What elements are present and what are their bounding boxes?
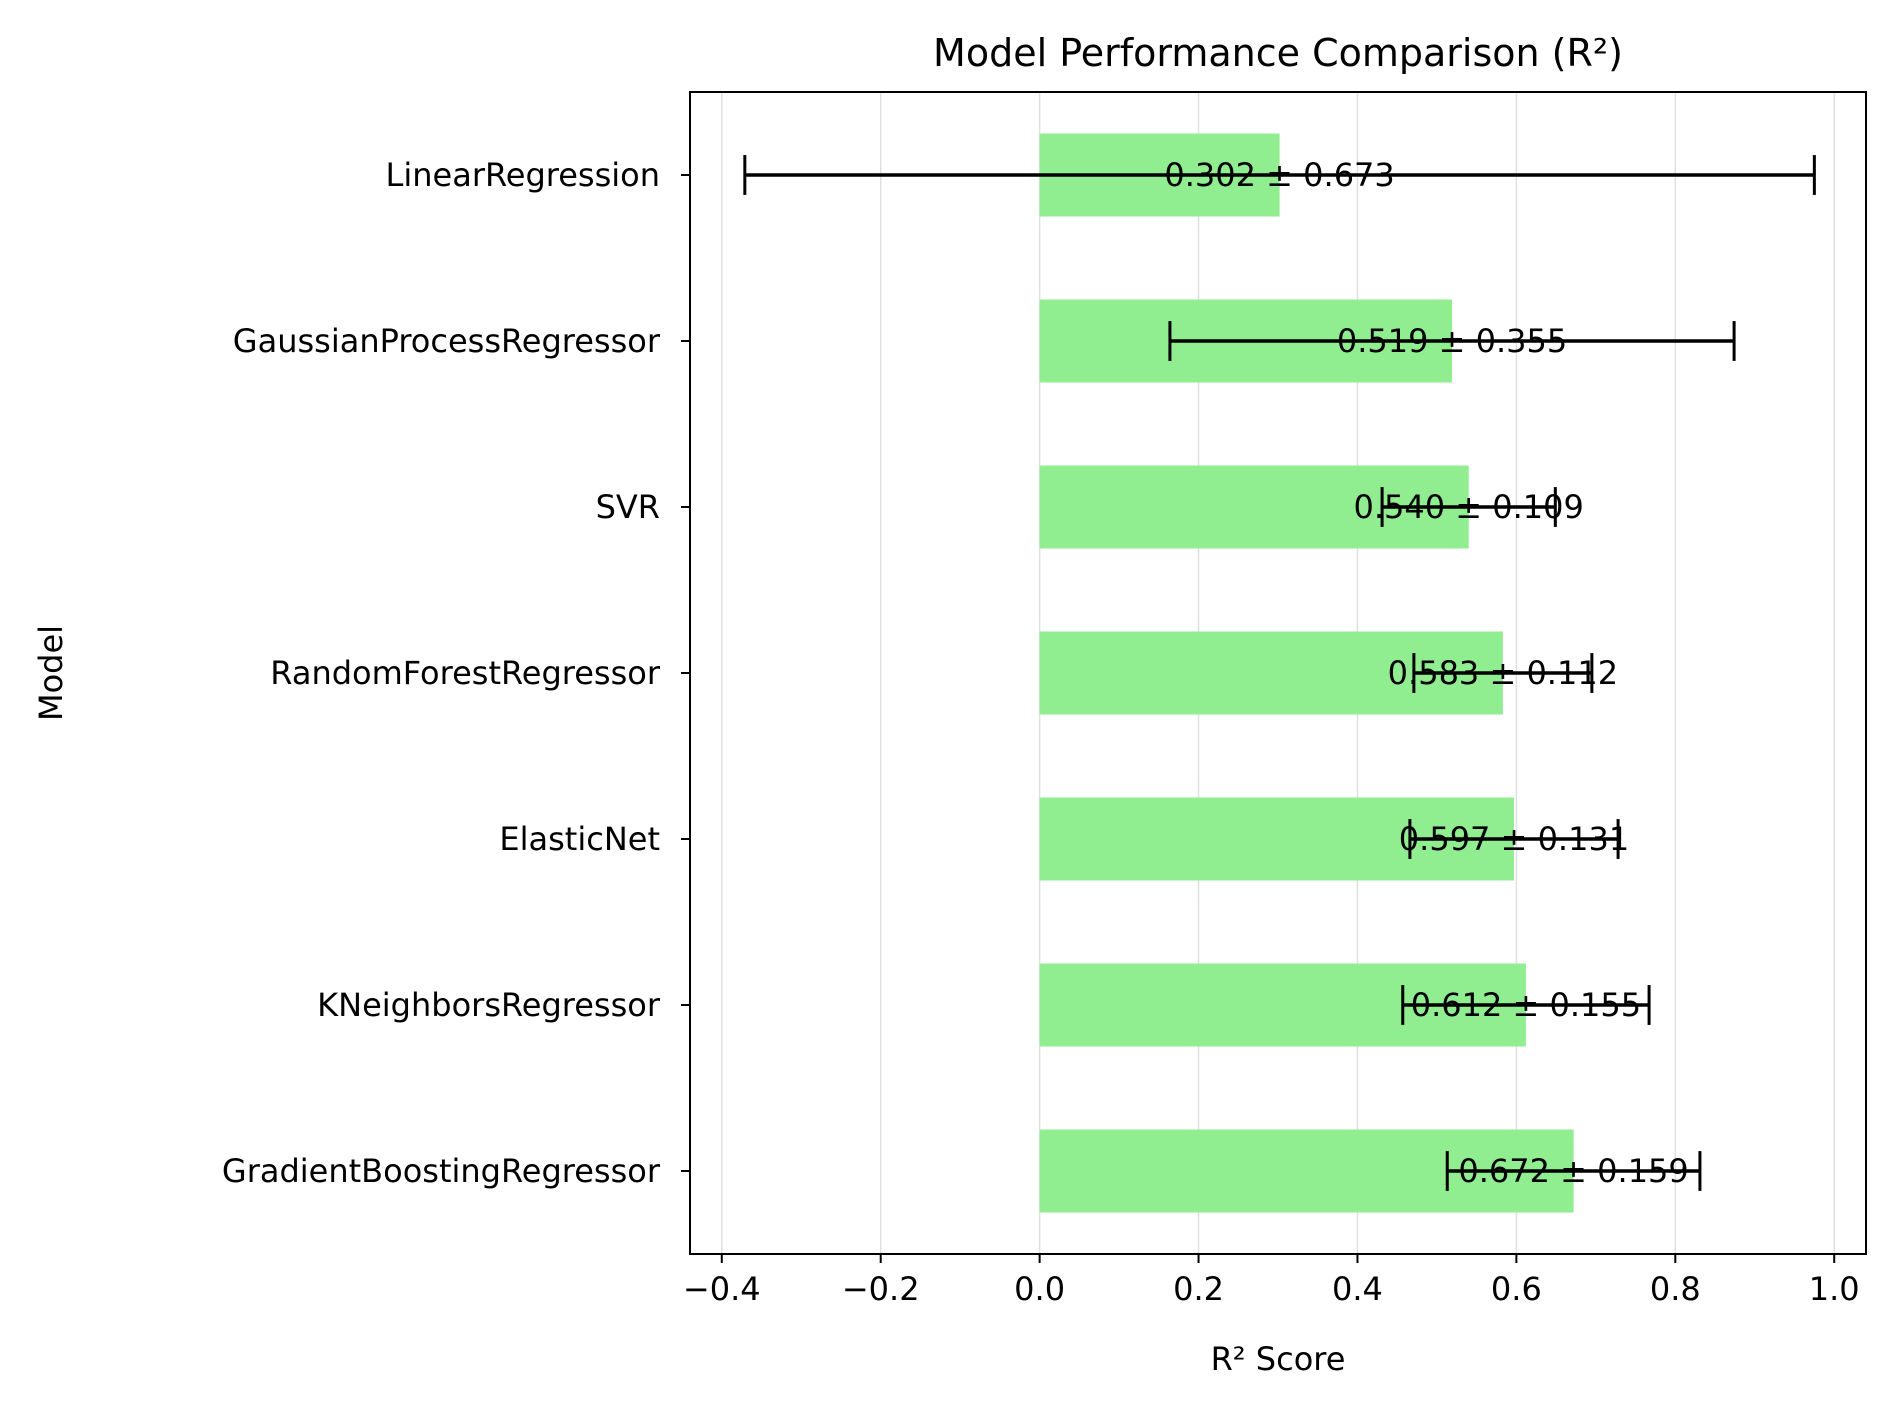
x-axis: −0.4 −0.2 0.0 0.2 0.4 0.6 0.8 1.0 [683, 1254, 1860, 1308]
y-tick-label: ElasticNet [499, 820, 660, 858]
y-tick-label: LinearRegression [386, 156, 660, 194]
x-tick-label: 0.2 [1173, 1270, 1224, 1308]
chart-title: Model Performance Comparison (R²) [933, 31, 1623, 75]
x-axis-label: R² Score [1211, 1340, 1346, 1378]
bar-value-label: 0.583 ± 0.112 [1388, 654, 1618, 692]
error-layer [743, 155, 1816, 1191]
bar-value-label: 0.672 ± 0.159 [1458, 1152, 1688, 1190]
x-tick-label: 1.0 [1809, 1270, 1860, 1308]
y-axis-label: Model [32, 625, 70, 721]
y-tick-label: RandomForestRegressor [270, 654, 661, 692]
y-axis: LinearRegression GaussianProcessRegressor… [222, 156, 690, 1190]
y-tick-label: GaussianProcessRegressor [233, 322, 661, 360]
bar-value-label: 0.519 ± 0.355 [1337, 322, 1567, 360]
x-tick-label: 0.4 [1332, 1270, 1383, 1308]
bar-value-label: 0.612 ± 0.155 [1411, 986, 1641, 1024]
y-tick-label: SVR [596, 488, 660, 526]
x-tick-label: 0.8 [1650, 1270, 1701, 1308]
value-label-layer: 0.302 ± 0.673 0.519 ± 0.355 0.540 ± 0.109 0… [1164, 156, 1688, 1190]
x-tick-label: −0.2 [842, 1270, 920, 1308]
x-tick-label: 0.6 [1491, 1270, 1542, 1308]
y-tick-label: GradientBoostingRegressor [222, 1152, 661, 1190]
y-tick-label: KNeighborsRegressor [317, 986, 661, 1024]
x-tick-label: 0.0 [1014, 1270, 1065, 1308]
bar-value-label: 0.540 ± 0.109 [1354, 488, 1584, 526]
bar-value-label: 0.302 ± 0.673 [1164, 156, 1394, 194]
x-tick-label: −0.4 [683, 1270, 761, 1308]
bar-value-label: 0.597 ± 0.131 [1399, 820, 1629, 858]
